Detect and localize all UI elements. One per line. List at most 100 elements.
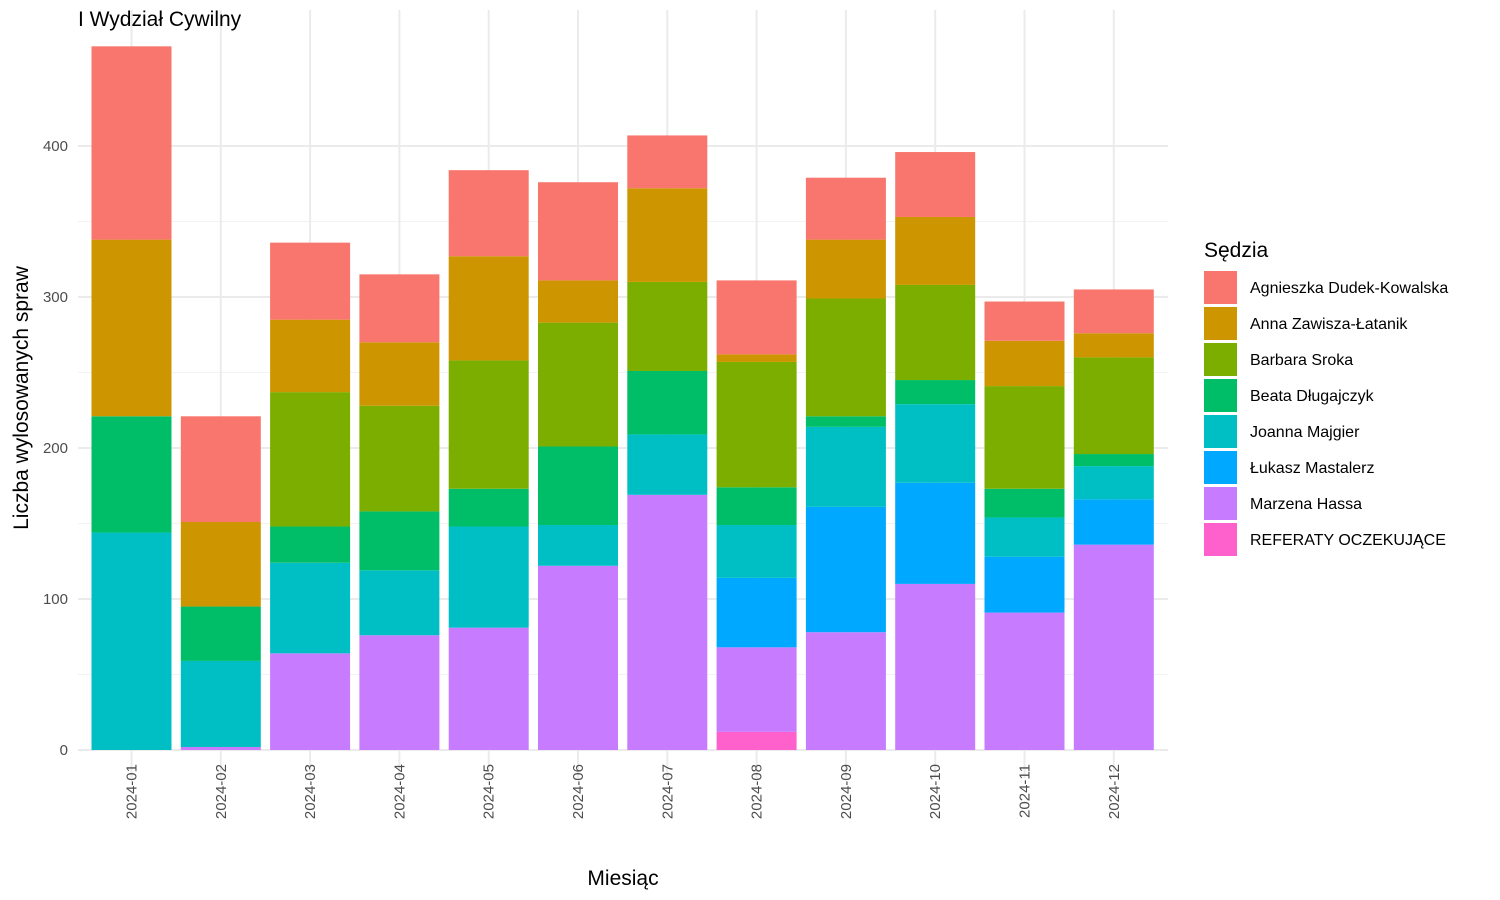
bar-segment (984, 556, 1065, 613)
x-tick-label: 2024-09 (838, 764, 855, 819)
x-tick-label: 2024-08 (749, 764, 766, 819)
legend-label: Agnieszka Dudek-Kowalska (1250, 280, 1448, 297)
bar-segment (805, 298, 886, 417)
bar-segment (805, 632, 886, 750)
bar-segment (448, 256, 529, 361)
bar-segment (716, 361, 797, 488)
bar-segment (805, 426, 886, 507)
bar-segment (180, 746, 261, 750)
bar-segment (895, 404, 976, 483)
bar-segment (895, 152, 976, 217)
x-tick-label: 2024-02 (213, 764, 230, 819)
bar-segment (1073, 544, 1154, 750)
bar-segment (359, 405, 440, 512)
bar-stack-2024-04 (359, 274, 440, 750)
bar-segment (270, 653, 351, 750)
bar-segment (538, 565, 618, 750)
legend-label: Barbara Sroka (1250, 352, 1353, 369)
legend-key (1204, 271, 1237, 304)
legend: Sędzia Agnieszka Dudek-Kowalska Anna Zawi… (1204, 239, 1448, 556)
legend-item: Marzena Hassa (1204, 487, 1362, 520)
bar-segment (359, 570, 440, 636)
bar-segment (448, 526, 529, 628)
bar-segment (895, 583, 976, 750)
bar-segment (716, 647, 797, 732)
legend-item: Barbara Sroka (1204, 343, 1353, 376)
bar-segment (91, 416, 172, 533)
bar-segment (627, 434, 708, 495)
legend-title: Sędzia (1204, 239, 1269, 262)
legend-label: Anna Zawisza-Łatanik (1250, 316, 1408, 333)
bar-segment (359, 511, 440, 571)
bar-stack-2024-06 (538, 182, 618, 750)
x-tick-label: 2024-06 (570, 764, 587, 819)
legend-label: Łukasz Mastalerz (1250, 460, 1375, 477)
y-axis-title: Liczba wylosowanych spraw (10, 265, 33, 530)
legend-label: Beata Długajczyk (1250, 388, 1375, 405)
bar-segment (984, 386, 1065, 489)
legend-key (1204, 523, 1237, 556)
x-tick-label: 2024-10 (927, 764, 944, 819)
bar-segment (270, 526, 351, 563)
bar-segment (270, 242, 351, 320)
bar-segment (91, 532, 172, 750)
bar-stack-2024-01 (91, 46, 172, 750)
legend-key (1204, 415, 1237, 448)
bar-segment (627, 281, 708, 371)
bar-segment (91, 239, 172, 417)
legend-label: Joanna Majgier (1250, 424, 1360, 441)
bar-segment (1073, 466, 1154, 500)
bar-stack-2024-07 (627, 135, 708, 750)
x-axis-title: Miesiąc (587, 867, 658, 890)
bar-segment (91, 46, 172, 240)
legend-key (1204, 487, 1237, 520)
bar-segment (270, 392, 351, 527)
x-tick-label: 2024-07 (659, 764, 676, 819)
bar-segment (716, 487, 797, 526)
bar-segment (984, 517, 1065, 557)
bar-stack-2024-12 (1073, 289, 1154, 750)
bar-segment (895, 380, 976, 405)
legend-item: Anna Zawisza-Łatanik (1204, 307, 1408, 340)
bar-segment (1073, 333, 1154, 358)
bar-segment (805, 239, 886, 299)
x-tick-label: 2024-01 (124, 764, 141, 819)
bar-layer (91, 46, 1154, 750)
bar-segment (716, 280, 797, 355)
bar-segment (716, 577, 797, 648)
x-tick-label: 2024-04 (391, 764, 408, 819)
bar-segment (627, 370, 708, 435)
bar-segment (805, 416, 886, 427)
bar-segment (538, 280, 618, 323)
bar-segment (627, 135, 708, 189)
bar-segment (538, 525, 618, 566)
bar-segment (895, 482, 976, 584)
x-tick-label: 2024-11 (1017, 764, 1034, 818)
bar-segment (538, 182, 618, 281)
x-tick-label: 2024-03 (302, 764, 319, 819)
legend-key (1204, 451, 1237, 484)
bar-segment (1073, 454, 1154, 467)
bar-segment (627, 188, 708, 282)
bar-stack-2024-05 (448, 170, 529, 750)
y-tick-label: 300 (43, 289, 68, 306)
bar-segment (359, 342, 440, 406)
bar-segment (805, 506, 886, 633)
bar-stack-2024-02 (180, 416, 261, 750)
bar-segment (984, 340, 1065, 387)
legend-label: REFERATY OCZEKUJĄCE (1250, 532, 1446, 549)
y-tick-label: 0 (60, 742, 68, 759)
bar-segment (180, 660, 261, 747)
x-tick-label: 2024-05 (481, 764, 498, 819)
bar-segment (716, 525, 797, 578)
bar-segment (180, 606, 261, 661)
bar-segment (984, 488, 1065, 518)
bar-segment (448, 488, 529, 527)
bar-segment (448, 360, 529, 489)
bar-segment (627, 494, 708, 750)
legend-item: Łukasz Mastalerz (1204, 451, 1375, 484)
bar-segment (270, 562, 351, 654)
bar-segment (1073, 357, 1154, 455)
